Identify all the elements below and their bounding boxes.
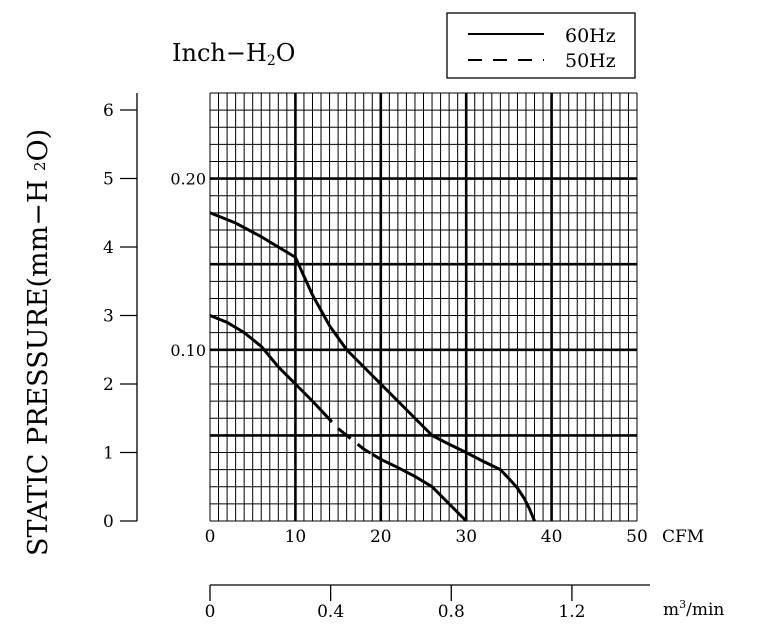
x-tick-label: 20 [370, 527, 392, 547]
x-tick-label: 10 [285, 527, 307, 547]
legend-label-50hz: 50Hz [565, 50, 616, 72]
y-tick-label: 3 [103, 307, 114, 327]
curve-60hz [209, 211, 536, 522]
inch-tick-label: 0.10 [170, 341, 206, 360]
y-axis-mm: 0 1 2 3 4 5 6 [103, 93, 138, 532]
y-tick-label: 5 [103, 170, 114, 190]
performance-curves [209, 211, 536, 523]
curve-50hz-solid-a [209, 314, 323, 412]
y-tick-label: 0 [103, 512, 114, 532]
legend-box [446, 12, 636, 79]
y-tick-label: 4 [103, 238, 114, 258]
x-axis-cfm-labels: 0 10 20 30 40 50 [205, 527, 648, 547]
y-axis-inch-labels: 0.10 0.20 [170, 170, 206, 360]
x-tick-label: 50 [626, 527, 648, 547]
legend: 60Hz 50Hz [446, 12, 636, 79]
x-tick-label: 30 [455, 527, 477, 547]
inch-tick-label: 0.20 [170, 170, 206, 189]
grid-minor [209, 92, 638, 522]
m3-tick-label: 1.2 [558, 602, 585, 622]
m3-tick-label: 0.8 [438, 602, 465, 622]
m3-tick-label: 0.4 [317, 602, 344, 622]
chart-title: Inch−H2O [172, 39, 295, 69]
x-axis-unit-cfm: CFM [662, 527, 704, 547]
y-tick-label: 2 [103, 375, 114, 395]
curve-50hz-dashed [319, 409, 374, 456]
x-tick-label: 40 [541, 527, 563, 547]
x-axis-unit-m3min: m3/min [663, 598, 724, 620]
x-tick-label: 0 [205, 527, 216, 547]
curve-50hz-solid-b [371, 452, 468, 523]
y-tick-label: 6 [103, 101, 114, 121]
grid-major [210, 93, 637, 521]
y-axis-title: STATIC PRESSURE(mm−H 2O) [23, 129, 54, 556]
y-tick-label: 1 [103, 444, 114, 464]
legend-label-60hz: 60Hz [565, 25, 616, 47]
m3-tick-label: 0 [205, 602, 216, 622]
x-axis-m3min: 0 0.4 0.8 1.2 [205, 584, 650, 622]
